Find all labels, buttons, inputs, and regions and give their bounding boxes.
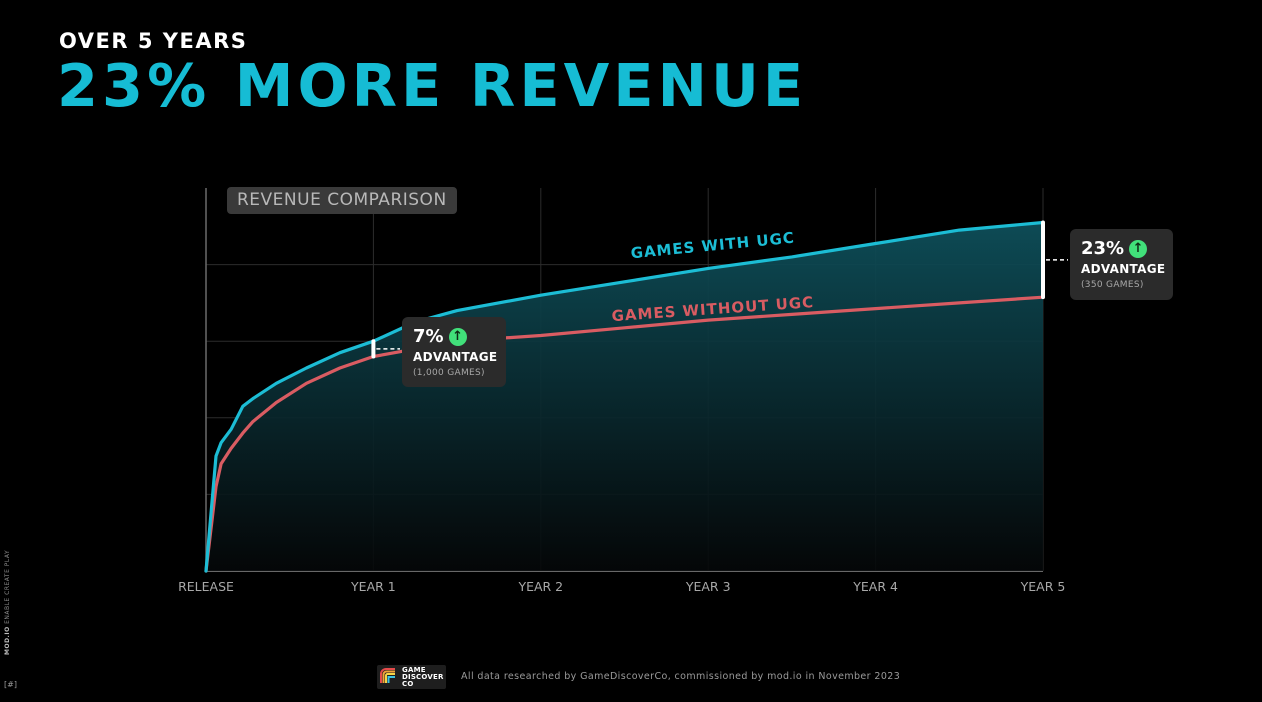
callout-label: ADVANTAGE xyxy=(1081,262,1166,276)
x-tick-label: YEAR 4 xyxy=(852,579,898,594)
x-tick-label: YEAR 1 xyxy=(350,579,396,594)
x-tick-label: YEAR 2 xyxy=(517,579,563,594)
callout-percent-row: 23% ↑ xyxy=(1081,238,1162,259)
side-brand: MOD.IO ENABLE CREATE PLAY xyxy=(4,549,11,655)
chart-title-chip: REVENUE COMPARISON xyxy=(227,187,457,214)
series-label-with-ugc: GAMES WITH UGC xyxy=(630,229,796,263)
x-tick-label: RELEASE xyxy=(178,579,234,594)
slide-kicker: OVER 5 YEARS xyxy=(59,29,248,53)
gamediscoverco-logo-icon xyxy=(380,668,395,683)
slide-headline: 23% MORE REVENUE xyxy=(57,51,808,120)
x-tick-label: YEAR 3 xyxy=(685,579,731,594)
series-area-fill xyxy=(206,222,1043,571)
callout-label: ADVANTAGE xyxy=(413,350,498,364)
gamediscoverco-logo: GAME DISCOVER CO xyxy=(377,665,446,689)
callout-percent: 23% xyxy=(1081,238,1125,259)
callout-sample-size: (350 GAMES) xyxy=(1081,280,1144,290)
logo-wordmark: GAME DISCOVER CO xyxy=(402,665,444,688)
footer-source-note: All data researched by GameDiscoverCo, c… xyxy=(461,671,901,682)
x-tick-label: YEAR 5 xyxy=(1020,579,1066,594)
callout-percent: 7% xyxy=(413,326,444,347)
slide-number: [#] xyxy=(4,680,17,689)
advantage-callout-year5: 23% ↑ ADVANTAGE (350 GAMES) xyxy=(1070,229,1173,300)
arrow-up-circle-icon: ↑ xyxy=(448,327,467,346)
callout-percent-row: 7% ↑ xyxy=(413,326,495,347)
callout-sample-size: (1,000 GAMES) xyxy=(413,368,485,378)
arrow-up-circle-icon: ↑ xyxy=(1129,239,1148,258)
advantage-callout-year1: 7% ↑ ADVANTAGE (1,000 GAMES) xyxy=(402,317,506,387)
